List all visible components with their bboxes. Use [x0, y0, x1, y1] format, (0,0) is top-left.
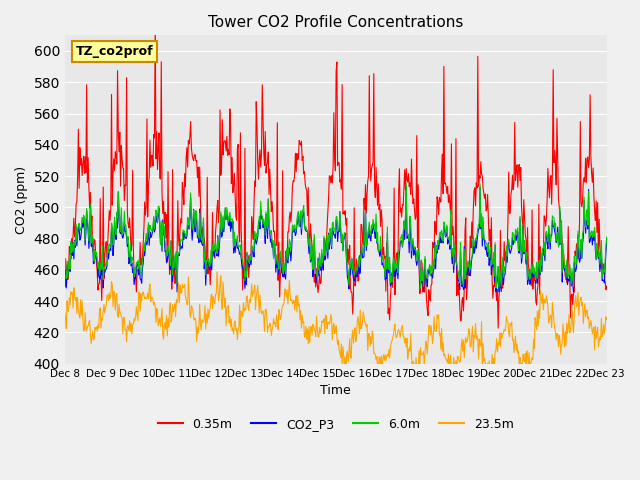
0.35m — [211, 255, 219, 261]
Line: 0.35m: 0.35m — [65, 19, 607, 328]
CO2_P3 — [211, 247, 219, 252]
0.35m — [494, 325, 502, 331]
6.0m — [61, 266, 68, 272]
0.35m — [182, 156, 190, 161]
Line: CO2_P3: CO2_P3 — [65, 187, 607, 292]
23.5m — [127, 328, 134, 334]
CO2_P3 — [127, 249, 134, 255]
Text: TZ_co2prof: TZ_co2prof — [76, 45, 153, 58]
6.0m — [71, 238, 79, 244]
6.0m — [492, 285, 500, 291]
6.0m — [403, 180, 410, 186]
23.5m — [210, 298, 218, 304]
0.35m — [71, 234, 79, 240]
Title: Tower CO2 Profile Concentrations: Tower CO2 Profile Concentrations — [208, 15, 463, 30]
Line: 23.5m: 23.5m — [65, 272, 607, 383]
23.5m — [418, 352, 426, 358]
CO2_P3 — [403, 184, 410, 190]
X-axis label: Time: Time — [321, 384, 351, 397]
0.35m — [403, 166, 410, 171]
Y-axis label: CO2 (ppm): CO2 (ppm) — [15, 166, 28, 234]
CO2_P3 — [182, 236, 190, 241]
23.5m — [213, 269, 221, 275]
CO2_P3 — [173, 289, 181, 295]
23.5m — [603, 316, 611, 322]
6.0m — [418, 278, 426, 284]
0.35m — [603, 283, 611, 289]
CO2_P3 — [71, 237, 79, 243]
Line: 6.0m: 6.0m — [65, 183, 607, 288]
6.0m — [603, 234, 611, 240]
23.5m — [517, 380, 525, 386]
0.35m — [418, 261, 426, 266]
6.0m — [210, 248, 218, 254]
23.5m — [61, 310, 68, 316]
Legend: 0.35m, CO2_P3, 6.0m, 23.5m: 0.35m, CO2_P3, 6.0m, 23.5m — [152, 413, 519, 436]
CO2_P3 — [403, 236, 411, 241]
6.0m — [127, 242, 134, 248]
CO2_P3 — [603, 240, 611, 246]
CO2_P3 — [419, 276, 427, 281]
6.0m — [182, 234, 189, 240]
0.35m — [152, 16, 159, 22]
23.5m — [71, 292, 79, 298]
23.5m — [403, 344, 410, 350]
23.5m — [182, 293, 189, 299]
6.0m — [402, 214, 410, 219]
0.35m — [127, 230, 134, 236]
CO2_P3 — [61, 271, 68, 277]
0.35m — [61, 276, 68, 282]
